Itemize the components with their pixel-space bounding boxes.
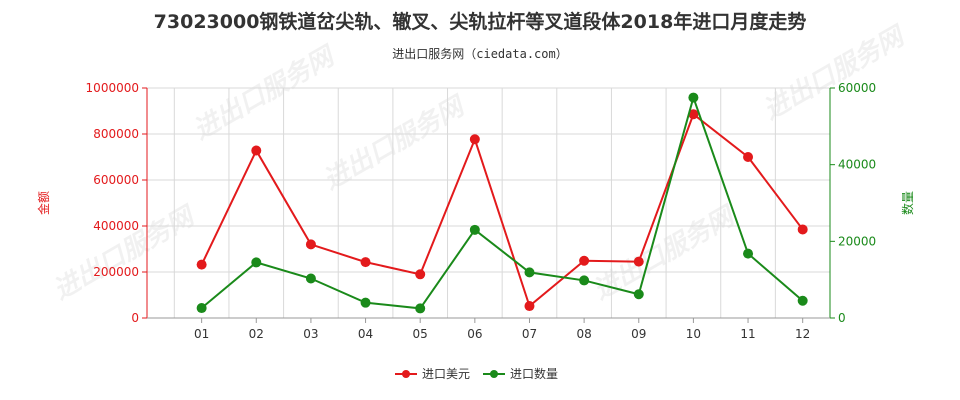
series-line-quantity [200, 94, 804, 310]
legend-marker-icon [490, 370, 498, 378]
data-point-amount [688, 109, 699, 120]
data-point-quantity [633, 289, 644, 300]
x-tick-label: 12 [795, 327, 810, 341]
data-point-quantity [688, 92, 699, 103]
x-tick-label: 11 [740, 327, 755, 341]
y-left-tick-label: 600000 [93, 173, 139, 187]
data-point-amount [743, 152, 754, 162]
data-point-quantity [415, 303, 426, 314]
y-right-tick-label: 60000 [838, 81, 876, 95]
watermark-text: 进出口服务网 [49, 200, 203, 306]
y-axis-left-label: 金额 [36, 191, 51, 215]
x-tick-label: 08 [576, 327, 591, 341]
data-point-amount [251, 145, 262, 156]
x-tick-label: 10 [686, 327, 701, 341]
data-point-amount [633, 256, 644, 267]
legend-item-quantity[interactable]: 进口数量 [483, 366, 558, 381]
data-point-quantity [305, 273, 316, 284]
data-point-quantity [524, 267, 535, 278]
data-point-quantity [743, 248, 754, 259]
y-right-tick-label: 40000 [838, 158, 876, 172]
x-tick-label: 01 [194, 327, 209, 341]
legend-marker-icon [402, 370, 410, 378]
data-point-quantity [579, 275, 590, 286]
y-right-tick-label: 20000 [838, 234, 876, 248]
data-point-quantity [797, 295, 808, 306]
data-point-quantity [196, 303, 207, 314]
data-point-quantity [251, 257, 262, 268]
chart-title: 73023000钢铁道岔尖轨、辙叉、尖轨拉杆等叉道段体2018年进口月度走势 [154, 10, 807, 33]
grid [147, 87, 831, 318]
axes: 0 200000 400000 600000 800000 1000000 0 20000 40… [86, 81, 877, 341]
x-tick-label: 06 [467, 327, 482, 341]
y-left-tick-label: 800000 [93, 127, 139, 141]
x-tick-label: 02 [249, 327, 264, 341]
legend-label: 进口数量 [510, 366, 558, 381]
x-tick-label: 04 [358, 327, 373, 341]
data-point-amount [196, 259, 207, 270]
y-right-tick-label: 0 [838, 311, 846, 325]
x-tick-label: 09 [631, 327, 646, 341]
y-axis-right-label: 数量 [900, 191, 915, 215]
data-point-amount [469, 134, 480, 145]
data-point-amount [360, 257, 371, 268]
data-point-amount [797, 224, 808, 235]
y-left-tick-label: 200000 [93, 265, 139, 279]
data-point-amount [524, 301, 535, 312]
x-tick-label: 05 [413, 327, 428, 341]
data-point-quantity [469, 224, 480, 235]
data-point-amount [579, 255, 590, 266]
watermark-text: 进出口服务网 [759, 20, 913, 126]
x-tick-label: 07 [522, 327, 537, 341]
y-left-tick-label: 0 [131, 311, 139, 325]
series-layer [196, 92, 808, 314]
legend-label: 进口美元 [422, 367, 470, 381]
data-point-amount [415, 269, 426, 280]
watermark-text: 进出口服务网 [189, 40, 343, 146]
chart-subtitle: 进出口服务网（ciedata.com） [392, 46, 567, 61]
y-left-tick-label: 1000000 [86, 81, 139, 95]
data-point-quantity [360, 297, 371, 308]
data-point-amount [305, 239, 316, 250]
legend[interactable]: 进口美元 进口数量 [395, 366, 558, 381]
y-left-tick-label: 400000 [93, 219, 139, 233]
legend-item-amount[interactable]: 进口美元 [395, 367, 470, 381]
x-tick-label: 03 [303, 327, 318, 341]
